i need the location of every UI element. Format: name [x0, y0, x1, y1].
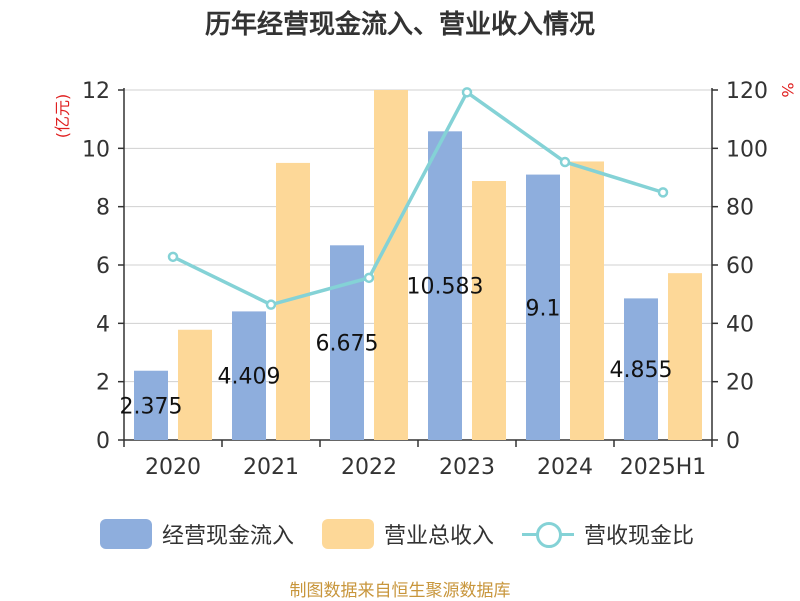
x-tick-label: 2023	[439, 455, 495, 480]
y-tick-label-right: 120	[726, 79, 768, 104]
legend-item-ratio[interactable]: 营收现金比	[522, 517, 694, 551]
y-tick-label-right: 100	[726, 137, 768, 162]
chart-title: 历年经营现金流入、营业收入情况	[204, 10, 595, 40]
y-tick-label-right: 80	[726, 196, 754, 221]
y-tick-label-left: 12	[82, 79, 110, 104]
bar-revenue	[668, 273, 702, 440]
point-ratio	[265, 299, 277, 310]
bar-cash-inflow	[428, 131, 462, 440]
y-tick-label-right: 40	[726, 312, 754, 337]
bar-cash-inflow	[624, 298, 658, 440]
x-tick-label: 2025H1	[620, 455, 707, 480]
data-label-cash-inflow: 6.675	[316, 332, 379, 357]
legend-item-cash-inflow[interactable]: 经营现金流入	[100, 517, 294, 551]
legend-label-revenue: 营业总收入	[384, 524, 495, 549]
y-tick-label-left: 0	[96, 429, 110, 454]
series-line-ratio	[172, 89, 664, 307]
point-ratio	[657, 187, 669, 198]
legend-item-revenue[interactable]: 营业总收入	[322, 517, 494, 551]
y-tick-label-left: 6	[96, 254, 110, 279]
y-tick-label-right: 20	[726, 371, 754, 396]
bar-revenue	[374, 90, 408, 440]
bar-cash-inflow	[232, 311, 266, 440]
point-ratio	[559, 156, 571, 168]
data-label-cash-inflow: 4.409	[218, 365, 281, 390]
legend-label-cash-inflow: 经营现金流入	[162, 524, 295, 549]
bar-cash-inflow	[134, 370, 168, 440]
footer-source: 制图数据来自恒生聚源数据库	[289, 581, 511, 601]
data-label-cash-inflow: 9.1	[526, 296, 561, 321]
legend-swatch-ratio	[522, 519, 574, 549]
bar-cash-inflow	[330, 245, 364, 440]
x-tick-label: 2020	[145, 455, 201, 480]
data-label-cash-inflow: 2.375	[120, 394, 183, 419]
y-tick-label-left: 8	[96, 196, 110, 221]
data-label-cash-inflow: 4.855	[610, 358, 673, 383]
data-label-cash-inflow: 10.583	[407, 275, 484, 300]
legend-swatch-cash-inflow	[100, 519, 152, 549]
point-ratio	[461, 87, 473, 98]
bar-revenue	[178, 329, 212, 440]
y-tick-label-right: 0	[726, 429, 740, 454]
y-tick-label-left: 4	[96, 312, 110, 337]
point-ratio	[167, 251, 179, 263]
x-tick-label: 2024	[537, 455, 593, 480]
left-axis-unit: (亿元)	[53, 94, 72, 139]
x-tick-label: 2022	[341, 455, 397, 480]
bar-revenue	[570, 161, 604, 441]
bar-revenue	[472, 181, 506, 440]
right-axis-unit: %	[778, 82, 797, 97]
y-tick-label-left: 10	[82, 137, 110, 162]
bar-cash-inflow	[526, 174, 560, 441]
point-ratio	[363, 272, 375, 284]
x-tick-label: 2021	[243, 455, 299, 480]
legend-swatch-revenue	[322, 519, 374, 549]
y-tick-label-left: 2	[96, 371, 110, 396]
legend-label-ratio: 营收现金比	[584, 524, 695, 549]
y-tick-label-right: 60	[726, 254, 754, 279]
